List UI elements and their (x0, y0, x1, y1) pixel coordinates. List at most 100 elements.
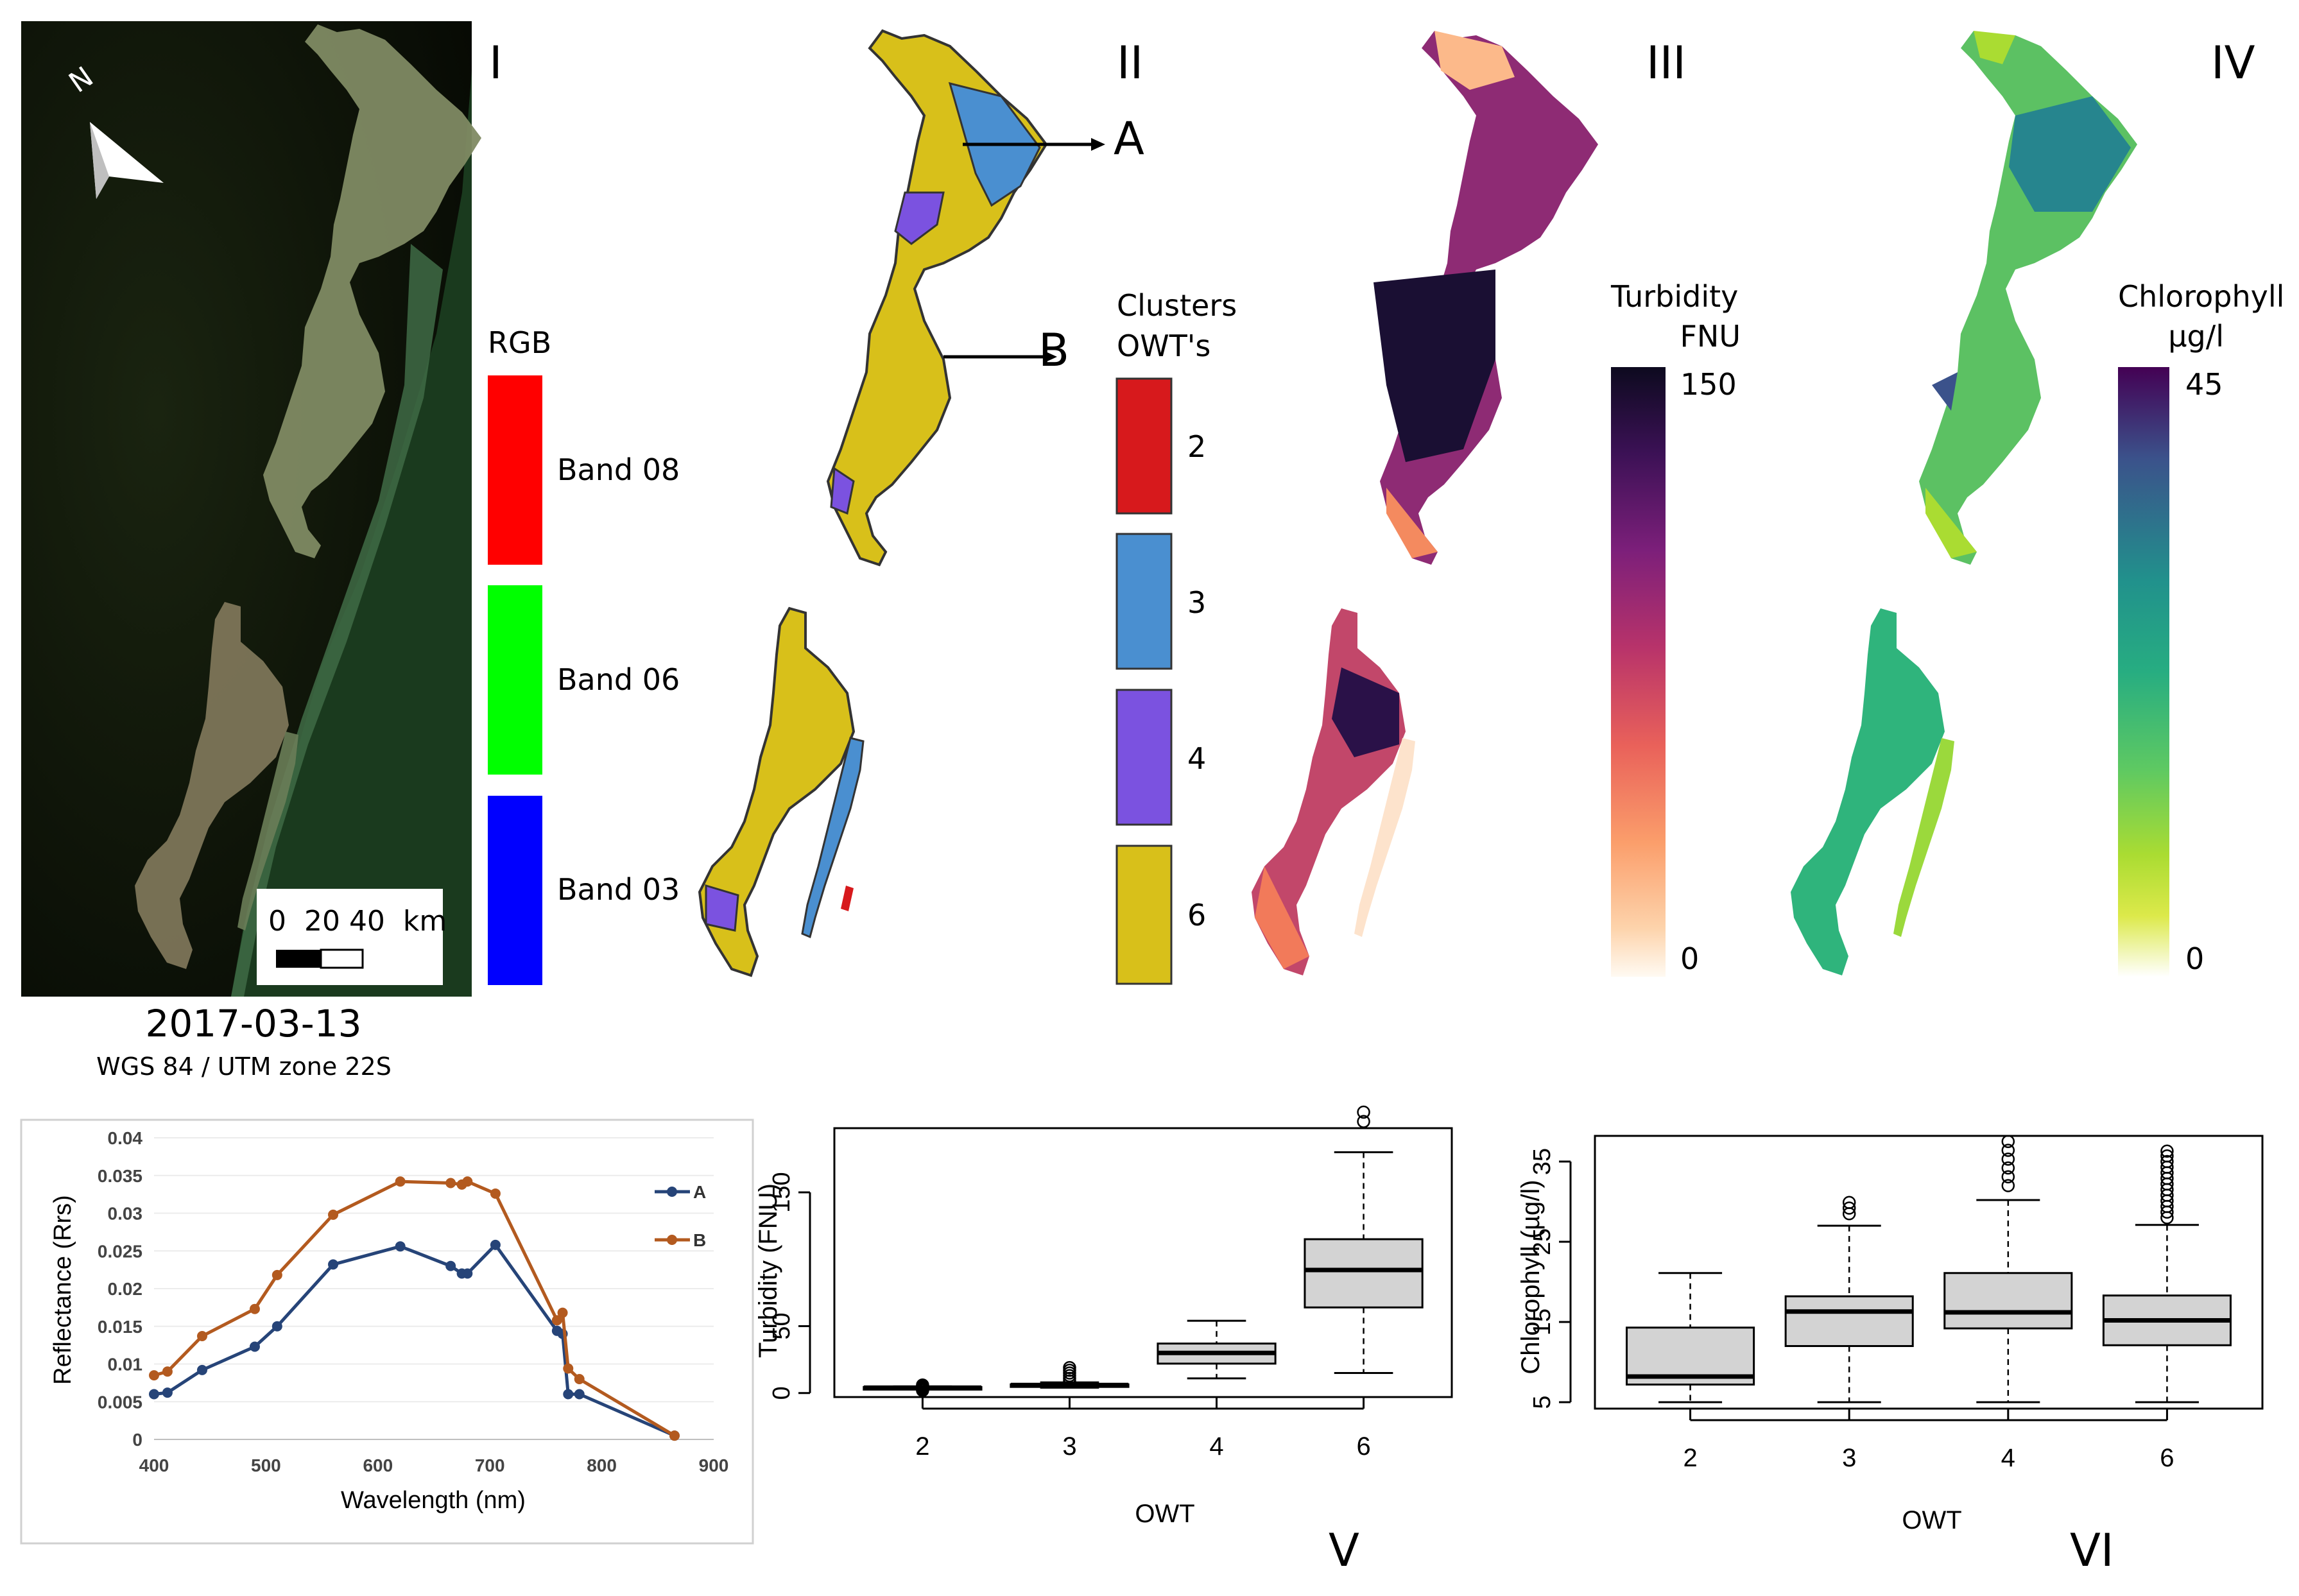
panel-label-I: I (489, 37, 503, 89)
data-point-A (196, 1364, 207, 1375)
panel-label-III: III (1646, 37, 1686, 89)
outlier-point (1842, 1201, 1856, 1215)
coastal-water (231, 244, 443, 997)
turbidity-unit: FNU (1680, 319, 1741, 354)
box-4 (1943, 1272, 2073, 1330)
y-tick-label: 15 (1529, 1309, 1556, 1335)
data-point-B (551, 1315, 562, 1326)
x-tick-label: 800 (587, 1455, 617, 1475)
band-06-swatch (488, 585, 542, 775)
owt-legend-title-1: Clusters (1117, 288, 1237, 323)
panel-turbidity-map: III Turbidity FNU 150 0 (1252, 31, 1741, 977)
data-point-B (249, 1303, 260, 1314)
data-point-B (557, 1307, 568, 1318)
panel-label-II: II (1117, 37, 1143, 89)
turbidity-legend-title: Turbidity (1610, 279, 1738, 314)
data-point-B (271, 1269, 282, 1280)
data-point-B (563, 1363, 574, 1374)
panel-label-V: V (1329, 1524, 1359, 1577)
outlier-point (1357, 1115, 1370, 1128)
panel-label-IV: IV (2211, 37, 2255, 89)
owt-4-swatch (1115, 689, 1173, 826)
panel-rgb-map: N 0 20 40 km I 2017-03-13 WGS 84 / UTM z… (21, 21, 680, 1081)
data-point-A (490, 1239, 501, 1250)
chlorophyll-min-label: 0 (2185, 941, 2204, 976)
data-point-A (574, 1389, 585, 1400)
owt-2-swatch (1115, 377, 1173, 515)
x-tick-label: 4 (2001, 1444, 2015, 1472)
panel-label-VI: VI (2070, 1524, 2114, 1577)
outlier-point (2001, 1144, 2015, 1157)
chlorophyll-max-label: 45 (2185, 367, 2223, 402)
outlier-point (2001, 1153, 2015, 1166)
outlier-point (2160, 1154, 2174, 1169)
outlier-point (2160, 1149, 2174, 1163)
owt-legend: 2 3 4 6 (1115, 377, 1206, 985)
chlorophyll-unit: µg/l (2168, 319, 2224, 354)
date-label: 2017-03-13 (145, 1002, 361, 1045)
owt-4-label: 4 (1187, 741, 1206, 776)
data-point-B (162, 1366, 173, 1377)
x-tick-label: 600 (363, 1455, 393, 1475)
data-point-A (563, 1389, 574, 1400)
plot-frame (833, 1127, 1453, 1398)
data-point-A (328, 1259, 339, 1270)
scale-bar-label: 0 20 40 km (268, 905, 447, 938)
outlier-point (2160, 1144, 2174, 1158)
y-tick-label: 0.005 (98, 1392, 142, 1412)
x-tick-label: 4 (1209, 1432, 1223, 1461)
data-point-A (462, 1268, 473, 1279)
series-line-A (153, 1242, 675, 1437)
point-b-label: B (1038, 324, 1069, 377)
data-point-B (328, 1209, 339, 1220)
data-point-B (490, 1188, 501, 1199)
y-tick-label: 5 (1529, 1395, 1556, 1409)
x-tick-label: 3 (1062, 1432, 1076, 1461)
outlier-point (1842, 1196, 1856, 1209)
band-08-label: Band 08 (557, 452, 680, 487)
rgb-legend-title: RGB (488, 325, 551, 360)
ocean-area (231, 71, 472, 997)
chlorophyll-colorbar (2118, 367, 2169, 977)
owt-3-swatch (1115, 533, 1173, 670)
x-tick-label: 3 (1842, 1444, 1856, 1472)
owt-3-label: 3 (1187, 585, 1206, 620)
y-tick-label: 0.035 (98, 1166, 142, 1186)
y-tick-label: 0.01 (108, 1355, 143, 1375)
rgb-legend: Band 08 Band 06 Band 03 (488, 375, 680, 985)
box-6 (1304, 1238, 1424, 1309)
y-tick-label: 0.03 (108, 1204, 143, 1224)
owt-legend-title-2: OWT's (1117, 329, 1210, 363)
series-line-B (153, 1180, 676, 1437)
x-tick-label: 700 (475, 1455, 505, 1475)
data-point-B (669, 1430, 680, 1441)
y-tick-label: 0.04 (108, 1128, 143, 1148)
data-point-B (395, 1176, 406, 1187)
x-tick-label: 900 (699, 1455, 729, 1475)
data-point-A (149, 1389, 159, 1400)
y-tick-label: 150 (768, 1172, 795, 1212)
turbidity-colorbar (1611, 367, 1666, 977)
scale-bar: 0 20 40 km (257, 889, 447, 985)
legend-marker-A (667, 1187, 677, 1197)
y-tick-label: 50 (768, 1312, 795, 1339)
y-tick-label: 0.025 (98, 1241, 142, 1261)
turbidity-box-y-label: Turbidity (FNU) (754, 1183, 782, 1358)
y-tick-label: 0.015 (98, 1317, 142, 1337)
owt-6-label: 6 (1187, 898, 1206, 932)
outlier-point (2001, 1170, 2015, 1183)
y-tick-label: 0 (132, 1430, 142, 1450)
chlorophyll-box-y-label: Chlorophyll (µg/l) (1517, 1180, 1545, 1374)
panel-chlorophyll-map: IV Chlorophyll µg/l 45 0 (1791, 31, 2284, 977)
turbidity-min-label: 0 (1680, 941, 1699, 976)
data-point-B (462, 1176, 473, 1187)
band-03-swatch (488, 796, 542, 985)
reflectance-x-label: Wavelength (nm) (341, 1487, 526, 1514)
data-point-B (149, 1370, 159, 1381)
legend-label-B: B (693, 1230, 706, 1250)
panel-owt-map: A B II Clusters OWT's 2 3 4 6 (698, 30, 1237, 985)
data-point-A (162, 1387, 173, 1398)
legend-marker-B (667, 1235, 677, 1245)
plot-frame (1594, 1135, 2264, 1410)
